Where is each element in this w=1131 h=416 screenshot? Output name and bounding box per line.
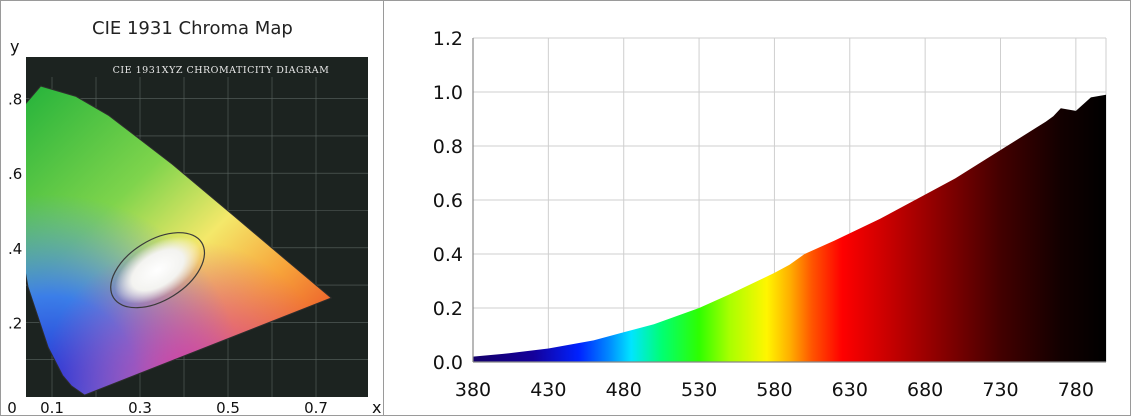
spectrum-x-tick-3: 530: [681, 379, 717, 401]
spectrum-area: [473, 94, 1106, 362]
cie-y-tick-3: .8: [8, 91, 22, 109]
cie-y-tick-2: .6: [8, 165, 22, 183]
spectrum-y-tick-5: 1.0: [433, 82, 463, 104]
cie-white-region: [114, 236, 201, 304]
cie-x-axis-label: x: [372, 398, 381, 416]
spectrum-x-tick-8: 780: [1058, 379, 1094, 401]
spectrum-chart: 0.0 0.2 0.4 0.6 0.8 1.0 1.2 380 430 480 530 580 630 6…: [433, 28, 1107, 401]
spectrum-x-tick-4: 580: [756, 379, 792, 401]
spectrum-y-tick-3: 0.6: [433, 190, 463, 212]
spectrum-y-tick-4: 0.8: [433, 136, 463, 158]
spectrum-y-tick-6: 1.2: [433, 28, 463, 50]
cie-x-tick-0: 0: [7, 399, 17, 416]
cie-x-tick-2: 0.3: [128, 399, 152, 416]
cie-inner-title: CIE 1931XYZ CHROMATICITY DIAGRAM: [113, 65, 330, 76]
cie-planckian-locus: [110, 232, 206, 309]
cie-chart: CIE 1931XYZ CHROMATICITY DIAGRAM 0 0.1 0.3 0…: [7, 37, 381, 416]
spectrum-y-tick-1: 0.2: [433, 298, 463, 320]
cie-horseshoe-outline: [26, 85, 333, 396]
spectrum-x-tick-1: 430: [530, 379, 566, 401]
spectrum-y-tick-2: 0.4: [433, 244, 463, 266]
spectrum-x-tick-7: 730: [982, 379, 1018, 401]
cie-x-tick-4: 0.7: [304, 399, 328, 416]
chroma-map-title: CIE 1931 Chroma Map: [92, 18, 293, 39]
spectrum-x-tick-5: 630: [832, 379, 868, 401]
spectrum-x-tick-2: 480: [606, 379, 642, 401]
spectrum-y-tick-0: 0.0: [433, 352, 463, 374]
cie-y-tick-1: .4: [8, 240, 22, 258]
cie-y-axis-label: y: [10, 37, 19, 56]
spectrum-x-tick-6: 680: [907, 379, 943, 401]
cie-horseshoe-group: [26, 85, 333, 396]
cie-y-tick-0: .2: [8, 314, 22, 332]
spectrum-x-tick-0: 380: [455, 379, 491, 401]
cie-x-tick-1: 0.1: [40, 399, 64, 416]
cie-x-tick-3: 0.5: [216, 399, 240, 416]
